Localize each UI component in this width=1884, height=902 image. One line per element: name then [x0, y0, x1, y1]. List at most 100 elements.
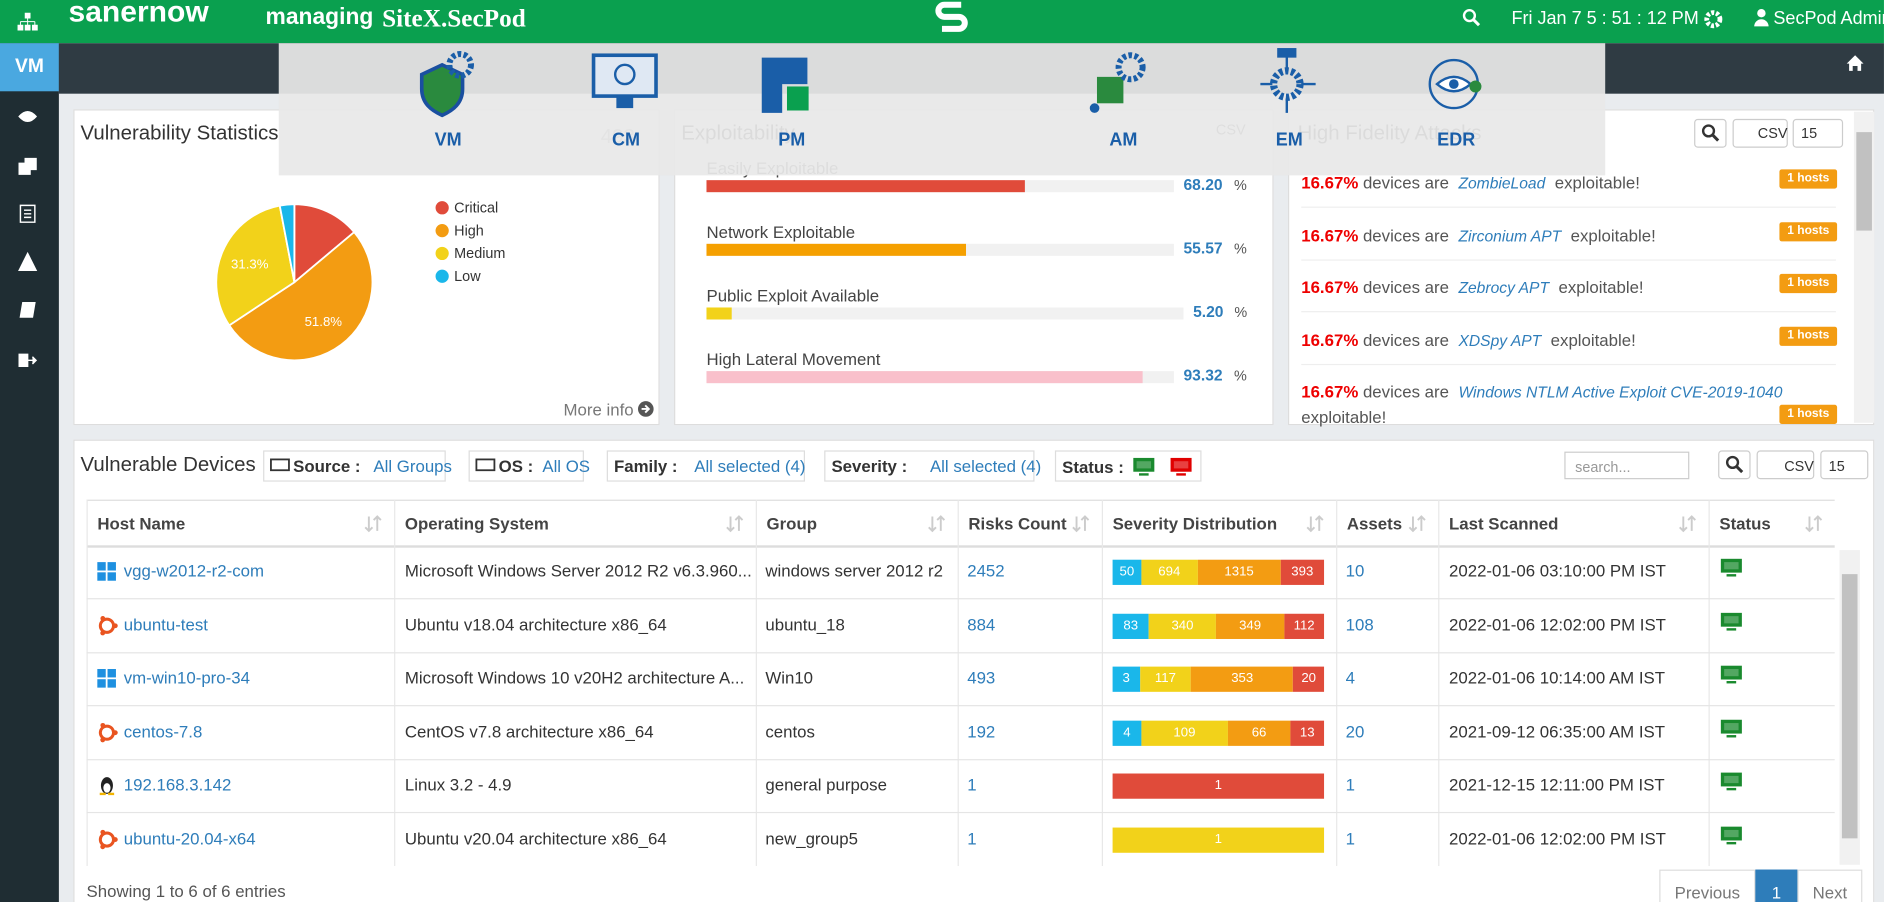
icon-shape [19, 204, 36, 223]
attack-name[interactable]: Zebrocy APT [1458, 278, 1550, 297]
risks-count[interactable]: 192 [967, 721, 996, 741]
column-header[interactable]: Host Name [97, 514, 186, 534]
pie-slice [227, 230, 374, 362]
app-label[interactable]: AM [1109, 129, 1138, 151]
pagination-button[interactable]: Previous [1659, 869, 1756, 902]
monitor-screen [1720, 612, 1742, 627]
monitor-stand [1726, 841, 1737, 845]
settings-icon[interactable] [1703, 8, 1725, 30]
attack-text: devices are [1362, 381, 1449, 402]
monitor-stand [1726, 627, 1737, 631]
filter-box[interactable] [606, 450, 806, 482]
hosts-badge[interactable]: 1 hosts [1779, 221, 1838, 241]
column-header[interactable]: Severity Distribution [1112, 514, 1278, 534]
sidebar-active[interactable]: VM [0, 43, 59, 92]
filter-box[interactable] [824, 450, 1035, 482]
pagination-button[interactable]: Next [1797, 869, 1863, 902]
pie-chart: 51.8% 31.3% [215, 203, 374, 362]
host-name[interactable]: ubuntu-20.04-x64 [123, 828, 256, 848]
host-name[interactable]: vm-win10-pro-34 [123, 668, 250, 688]
search-button[interactable] [1694, 118, 1727, 148]
app-label[interactable]: EM [1275, 129, 1303, 151]
icon [270, 458, 290, 472]
risks-count[interactable]: 884 [967, 614, 996, 634]
hosts-badge[interactable]: 1 hosts [1779, 326, 1838, 346]
pagination-button[interactable]: 1 [1755, 869, 1798, 902]
app-icon[interactable] [1253, 48, 1320, 118]
assets-count[interactable]: 1 [1345, 775, 1356, 795]
risks-count[interactable]: 1 [967, 828, 977, 848]
assets-count[interactable]: 20 [1345, 721, 1365, 741]
severity-segment: 393 [1280, 559, 1325, 585]
sidebar-icon[interactable] [18, 107, 38, 126]
filter-value[interactable]: All Groups [373, 456, 452, 476]
sidebar-icon[interactable] [18, 351, 38, 370]
row-divider [86, 598, 1835, 600]
app-icon[interactable] [412, 48, 479, 118]
status-label: Status : [1062, 457, 1124, 477]
risks-count[interactable]: 2452 [967, 560, 1005, 581]
os-icon [97, 669, 116, 688]
center-logo [925, 0, 979, 39]
page-size[interactable]: 15 [1820, 450, 1869, 480]
assets-count[interactable]: 1 [1345, 828, 1356, 848]
hosts-badge[interactable]: 1 hosts [1779, 404, 1838, 424]
filter-value[interactable]: All selected (4) [694, 456, 806, 476]
more-info-icon [637, 401, 654, 417]
dot [112, 837, 118, 842]
search-input[interactable]: search... [1564, 451, 1690, 480]
host-name[interactable]: ubuntu-test [123, 614, 208, 634]
column-header[interactable]: Last Scanned [1449, 514, 1559, 534]
search-icon [1725, 455, 1744, 474]
sidebar-icon[interactable] [18, 300, 37, 319]
column-header[interactable]: Risks Count [968, 514, 1067, 534]
sidebar-icon[interactable] [18, 156, 37, 175]
filter-value[interactable]: All OS [542, 456, 591, 476]
filter-value[interactable]: All selected (4) [929, 456, 1042, 476]
host-name[interactable]: 192.168.3.142 [123, 775, 232, 795]
assets-count[interactable]: 108 [1345, 614, 1374, 634]
attack-name[interactable]: XDSpy APT [1458, 330, 1542, 349]
sidebar-icon[interactable] [18, 204, 37, 223]
column-header[interactable]: Operating System [404, 514, 549, 534]
attack-name[interactable]: Zirconium APT [1458, 226, 1562, 245]
app-label[interactable]: CM [611, 129, 640, 151]
home-icon[interactable] [1846, 55, 1864, 71]
filter-box[interactable] [263, 450, 446, 482]
risks-count[interactable]: 1 [967, 775, 977, 795]
more-info[interactable]: More info [563, 399, 634, 420]
severity-segment: 50 [1112, 559, 1142, 585]
csv-button[interactable]: CSV [1732, 118, 1788, 148]
sidebar-icon[interactable] [18, 251, 38, 271]
page-size[interactable]: 15 [1792, 118, 1844, 148]
app-icon[interactable] [590, 48, 658, 118]
column-header[interactable]: Assets [1346, 514, 1403, 534]
app-icon[interactable] [756, 48, 823, 118]
csv-button[interactable]: CSV [1756, 450, 1815, 480]
host-name[interactable]: centos-7.8 [123, 721, 203, 741]
filter-box[interactable] [468, 450, 584, 482]
attack-name[interactable]: Windows NTLM Active Exploit CVE-2019-104… [1458, 383, 1783, 402]
hosts-badge[interactable]: 1 hosts [1779, 169, 1838, 189]
app-icon[interactable] [1087, 48, 1154, 118]
assets-count[interactable]: 10 [1345, 560, 1365, 581]
monitor-stand [1139, 473, 1149, 476]
risks-count[interactable]: 493 [967, 668, 996, 688]
hosts-badge[interactable]: 1 hosts [1779, 273, 1838, 294]
attack-name[interactable]: ZombieLoad [1458, 174, 1546, 193]
user-name[interactable]: SecPod Admin [1773, 8, 1884, 29]
severity-segment: 66 [1227, 720, 1291, 746]
group-name: centos [765, 721, 815, 741]
status-icon [1720, 665, 1742, 684]
sort-icon [1408, 515, 1426, 533]
search-button[interactable] [1718, 450, 1751, 480]
host-name[interactable]: vgg-w2012-r2-com [123, 560, 264, 581]
column-header[interactable]: Group [766, 514, 818, 534]
column-header[interactable]: Status [1719, 514, 1771, 534]
app-label[interactable]: VM [434, 129, 462, 151]
app-icon[interactable] [1420, 48, 1487, 118]
app-label[interactable]: EDR [1437, 129, 1476, 151]
assets-count[interactable]: 4 [1345, 668, 1356, 688]
app-label[interactable]: PM [778, 129, 806, 151]
attack-text: devices are [1362, 277, 1449, 297]
